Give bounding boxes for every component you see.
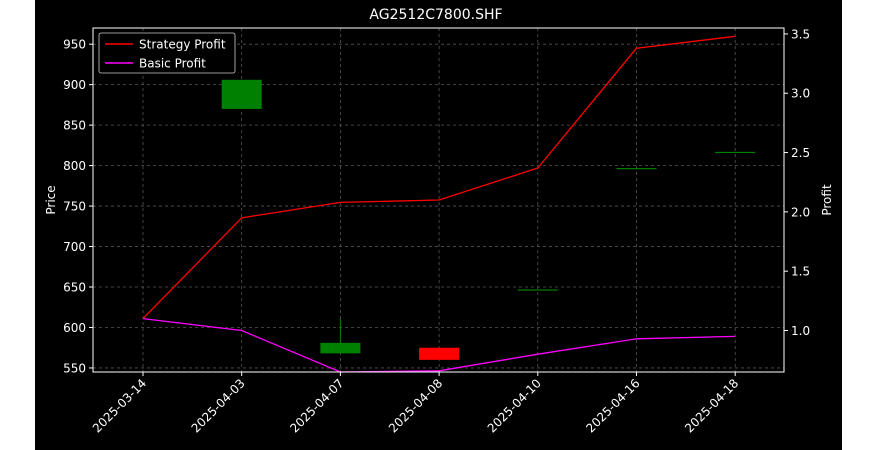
right-axis-ticks: 1.0 1.5 2.0 2.5 3.0 3.5 (784, 27, 810, 338)
y2-tick-label: 3.5 (791, 27, 810, 41)
y2-tick-label: 2.0 (791, 205, 810, 219)
plot-frame (92, 27, 785, 373)
y2-tick-label: 2.5 (791, 146, 810, 160)
y-tick-label: 950 (63, 38, 86, 52)
y-tick-label: 550 (63, 361, 86, 375)
x-tick-label: 2025-04-03 (189, 376, 248, 435)
series-line-strategy-profit (142, 35, 736, 320)
y2-tick-label: 1.5 (791, 265, 810, 279)
chart-figure: AG2512C7800.SHF 550 600 650 700 750 800 850 900… (35, 0, 842, 450)
series-line-basic-profit (142, 317, 736, 373)
legend-label: Strategy Profit (139, 38, 226, 52)
y-tick-label: 700 (63, 240, 86, 254)
x-tick-label: 2025-03-14 (90, 376, 149, 435)
x-tick-label: 2025-04-10 (485, 376, 544, 435)
legend: Strategy Profit Basic Profit (98, 32, 236, 74)
left-axis-ticks: 550 600 650 700 750 800 850 900 950 (63, 38, 93, 375)
y2-axis-label: Profit (820, 184, 834, 216)
x-axis-ticks: 2025-03-14 2025-04-03 2025-04-07 2025-04-08… (90, 372, 741, 435)
legend-label: Basic Profit (139, 57, 206, 71)
profit-lines (142, 35, 736, 373)
x-tick-label: 2025-04-07 (287, 376, 346, 435)
x-tick-label: 2025-04-18 (682, 376, 741, 435)
x-tick-label: 2025-04-16 (583, 376, 642, 435)
y-tick-label: 900 (63, 78, 86, 92)
y-tick-label: 600 (63, 321, 86, 335)
candle-body (616, 168, 657, 170)
candle-body (320, 342, 361, 354)
y-tick-label: 800 (63, 159, 86, 173)
y2-tick-label: 1.0 (791, 324, 810, 338)
y-tick-label: 750 (63, 200, 86, 214)
y-tick-label: 850 (63, 119, 86, 133)
y2-tick-label: 3.0 (791, 87, 810, 101)
y-tick-label: 650 (63, 281, 86, 295)
y-axis-label: Price (44, 185, 58, 214)
candle-body (715, 151, 756, 154)
chart-title: AG2512C7800.SHF (369, 7, 502, 23)
candles (221, 79, 756, 360)
x-tick-label: 2025-04-08 (386, 376, 445, 435)
candle-body (221, 79, 262, 109)
candle-body (517, 289, 558, 291)
candle-body (419, 347, 460, 360)
